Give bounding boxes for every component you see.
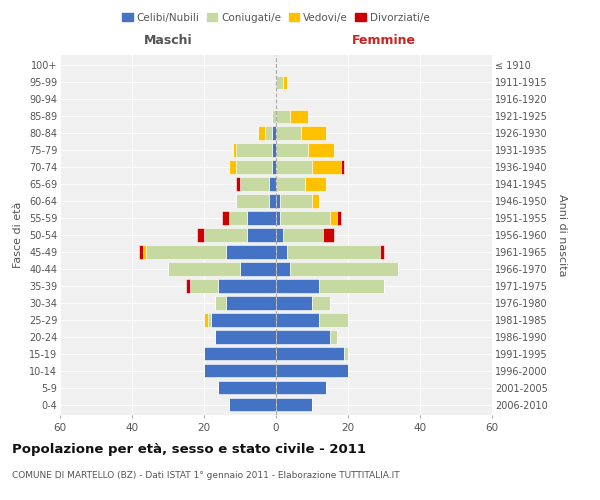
Bar xyxy=(229,160,236,173)
Bar xyxy=(236,194,269,207)
Bar xyxy=(204,314,208,326)
Bar xyxy=(276,144,308,156)
Bar xyxy=(312,296,330,310)
Bar xyxy=(233,144,236,156)
Bar xyxy=(276,228,283,241)
Bar xyxy=(330,330,337,344)
Y-axis label: Fasce di età: Fasce di età xyxy=(13,202,23,268)
Bar xyxy=(146,246,226,258)
Bar xyxy=(276,178,305,190)
Bar xyxy=(226,296,276,310)
Bar xyxy=(236,160,272,173)
Bar xyxy=(337,212,341,224)
Bar xyxy=(283,228,323,241)
Bar xyxy=(229,212,247,224)
Bar xyxy=(204,228,247,241)
Bar xyxy=(190,280,218,292)
Bar xyxy=(308,144,334,156)
Bar xyxy=(143,246,146,258)
Bar xyxy=(344,347,348,360)
Bar xyxy=(276,110,290,123)
Bar xyxy=(276,194,280,207)
Bar xyxy=(280,194,312,207)
Bar xyxy=(215,330,276,344)
Bar xyxy=(276,160,312,173)
Bar xyxy=(269,194,276,207)
Bar xyxy=(240,262,276,276)
Bar xyxy=(236,178,240,190)
Bar xyxy=(218,381,276,394)
Bar xyxy=(276,381,326,394)
Bar xyxy=(276,347,344,360)
Bar xyxy=(323,228,334,241)
Bar xyxy=(380,246,384,258)
Bar xyxy=(272,160,276,173)
Bar xyxy=(272,144,276,156)
Bar xyxy=(236,144,272,156)
Text: Popolazione per età, sesso e stato civile - 2011: Popolazione per età, sesso e stato civil… xyxy=(12,442,366,456)
Bar xyxy=(204,364,276,378)
Bar xyxy=(276,330,330,344)
Bar xyxy=(215,296,226,310)
Bar xyxy=(276,262,290,276)
Bar xyxy=(258,126,265,140)
Bar xyxy=(204,347,276,360)
Bar xyxy=(226,246,276,258)
Bar xyxy=(272,126,276,140)
Bar xyxy=(319,280,384,292)
Bar xyxy=(330,212,337,224)
Bar xyxy=(186,280,190,292)
Bar xyxy=(240,178,269,190)
Bar xyxy=(276,212,280,224)
Bar xyxy=(290,262,398,276)
Bar xyxy=(276,296,312,310)
Bar xyxy=(247,212,276,224)
Bar xyxy=(287,246,380,258)
Bar xyxy=(276,398,312,411)
Bar xyxy=(312,160,341,173)
Bar xyxy=(208,314,211,326)
Bar xyxy=(283,76,287,89)
Bar xyxy=(211,314,276,326)
Bar xyxy=(280,212,330,224)
Bar xyxy=(276,126,301,140)
Bar xyxy=(247,228,276,241)
Bar xyxy=(319,314,348,326)
Y-axis label: Anni di nascita: Anni di nascita xyxy=(557,194,567,276)
Bar xyxy=(276,314,319,326)
Bar xyxy=(276,246,287,258)
Bar xyxy=(265,126,272,140)
Bar xyxy=(197,228,204,241)
Bar xyxy=(305,178,326,190)
Bar xyxy=(218,280,276,292)
Bar xyxy=(312,194,319,207)
Bar xyxy=(276,280,319,292)
Bar xyxy=(229,398,276,411)
Text: COMUNE DI MARTELLO (BZ) - Dati ISTAT 1° gennaio 2011 - Elaborazione TUTTITALIA.I: COMUNE DI MARTELLO (BZ) - Dati ISTAT 1° … xyxy=(12,471,400,480)
Bar xyxy=(272,110,276,123)
Bar xyxy=(341,160,344,173)
Text: Maschi: Maschi xyxy=(143,34,193,46)
Bar xyxy=(168,262,240,276)
Bar xyxy=(269,178,276,190)
Bar xyxy=(276,76,283,89)
Bar xyxy=(222,212,229,224)
Legend: Celibi/Nubili, Coniugati/e, Vedovi/e, Divorziati/e: Celibi/Nubili, Coniugati/e, Vedovi/e, Di… xyxy=(120,10,432,24)
Bar xyxy=(290,110,308,123)
Text: Femmine: Femmine xyxy=(352,34,416,46)
Bar xyxy=(139,246,143,258)
Bar xyxy=(301,126,326,140)
Bar xyxy=(276,364,348,378)
